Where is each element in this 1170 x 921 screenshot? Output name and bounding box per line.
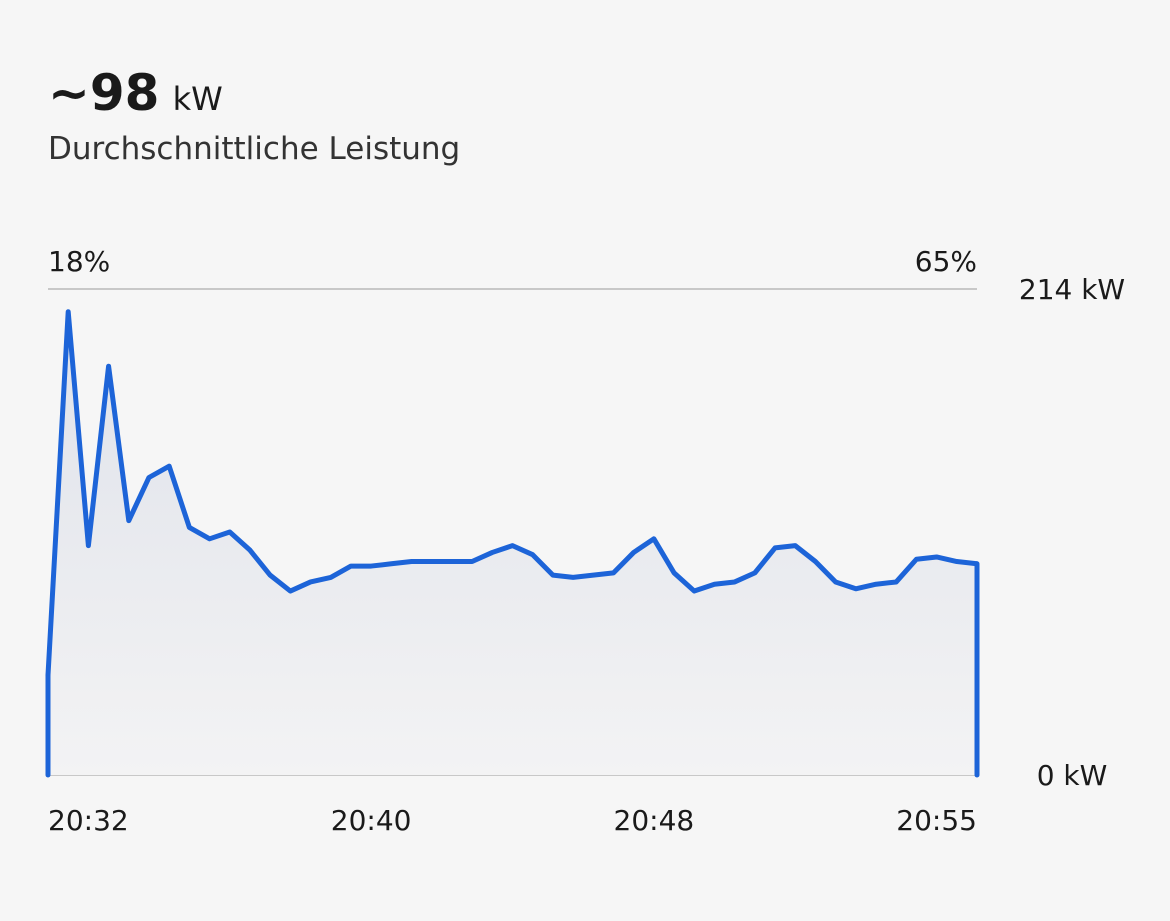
- y-tick-label: 0 kW: [1037, 759, 1108, 792]
- subtitle: Durchschnittliche Leistung: [48, 131, 460, 167]
- headline-unit: kW: [173, 80, 223, 118]
- x-tick-label: 20:48: [614, 804, 695, 837]
- annotation-start: 18%: [48, 245, 110, 278]
- x-tick-label: 20:40: [331, 804, 412, 837]
- y-tick-label: 214 kW: [1019, 273, 1125, 306]
- headline: ~98 kW: [48, 64, 223, 122]
- annotation-end: 65%: [915, 245, 977, 278]
- x-tick-label: 20:55: [896, 804, 977, 837]
- power-line: [45, 309, 978, 676]
- area-fill: [48, 311, 977, 775]
- headline-value: ~98: [48, 64, 159, 122]
- x-tick-label: 20:32: [48, 804, 129, 837]
